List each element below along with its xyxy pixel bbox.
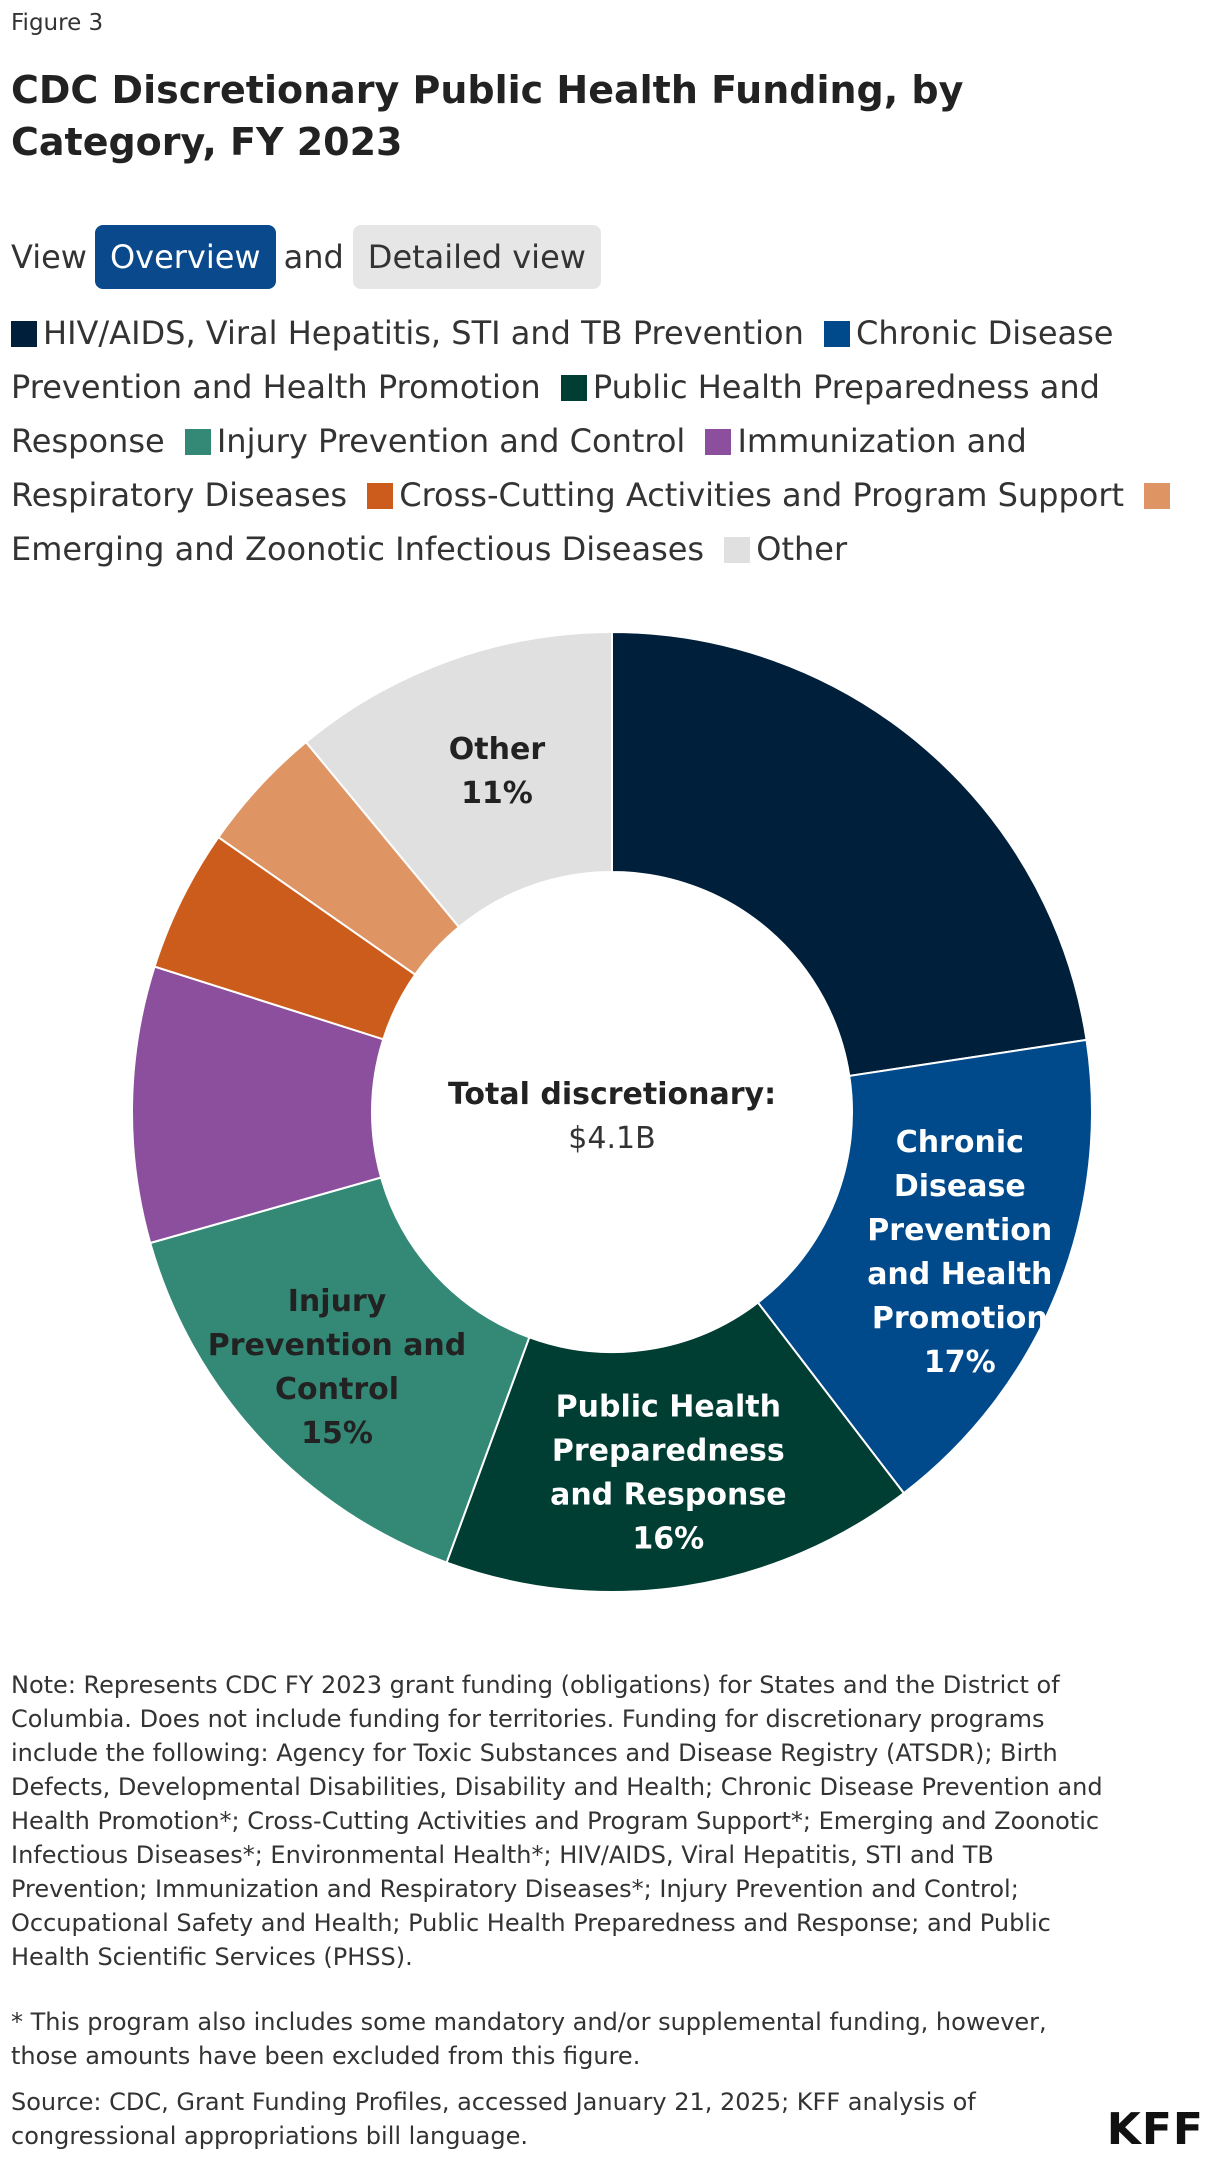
slice-label-line: Control bbox=[275, 1372, 399, 1407]
legend-label: Immunization and Respiratory Diseases bbox=[11, 422, 1027, 514]
slice-label-line: Other bbox=[449, 732, 546, 767]
slices-layer bbox=[131, 630, 1093, 1593]
legend-label: Other bbox=[756, 530, 848, 568]
legend-label: Chronic Disease Prevention and Health Pr… bbox=[11, 314, 1114, 406]
overview-tab[interactable]: Overview bbox=[94, 225, 276, 289]
legend-swatch bbox=[367, 483, 394, 509]
donut-center-value: $4.1B bbox=[568, 1121, 655, 1156]
donut-center-title: Total discretionary: bbox=[448, 1077, 776, 1112]
donut-slice[interactable] bbox=[756, 1038, 1093, 1495]
slice-label-line: Injury bbox=[288, 1284, 387, 1319]
slice-label-line: Chronic bbox=[896, 1125, 1024, 1160]
slice-label-line: Public Health bbox=[556, 1390, 781, 1425]
slice-label: Other 11% bbox=[449, 732, 546, 811]
slice-label-line: Prevention bbox=[867, 1213, 1052, 1248]
legend-item-cross-cutting: Cross-Cutting Activities and Program Sup… bbox=[367, 476, 1124, 514]
donut-slice[interactable] bbox=[148, 1176, 531, 1564]
slice-label: Public Health Preparedness and Response 16% bbox=[550, 1390, 786, 1557]
legend-item-hiv: HIV/AIDS, Viral Hepatitis, STI and TB Pr… bbox=[11, 314, 804, 352]
legend-swatch bbox=[724, 537, 751, 563]
legend: HIV/AIDS, Viral Hepatitis, STI and TB Pr… bbox=[11, 306, 1201, 576]
slice-label-line: and Health bbox=[867, 1257, 1052, 1292]
view-conjunction: and bbox=[283, 238, 344, 276]
legend-label: HIV/AIDS, Viral Hepatitis, STI and TB Pr… bbox=[43, 314, 804, 352]
donut-slice[interactable] bbox=[445, 1301, 906, 1593]
chart-source: Source: CDC, Grant Funding Profiles, acc… bbox=[11, 2088, 976, 2150]
slice-label-line: Disease bbox=[894, 1169, 1026, 1204]
legend-item-other: Other bbox=[724, 530, 847, 568]
slice-label-line: 16% bbox=[632, 1522, 704, 1557]
donut-slice[interactable] bbox=[611, 630, 1088, 1078]
view-toggle: View Overview and Detailed view bbox=[11, 224, 601, 290]
slice-label-line: 17% bbox=[924, 1345, 996, 1380]
chart-note: Note: Represents CDC FY 2023 grant fundi… bbox=[11, 1671, 1103, 1971]
legend-item-preparedness: Public Health Preparedness and Response bbox=[11, 368, 1100, 460]
legend-item-emerging: Emerging and Zoonotic Infectious Disease… bbox=[11, 476, 1176, 568]
slice-label-line: Prevention and bbox=[208, 1328, 467, 1363]
chart-title: CDC Discretionary Public Health Funding,… bbox=[11, 68, 964, 164]
chart-footnote: * This program also includes some mandat… bbox=[11, 2008, 1047, 2070]
donut-slice[interactable] bbox=[131, 965, 385, 1245]
labels-layer: Chronic Disease Prevention and Health Promot… bbox=[208, 732, 1053, 1557]
legend-item-chronic-disease: Chronic Disease Prevention and Health Pr… bbox=[11, 314, 1113, 406]
legend-swatch bbox=[11, 321, 37, 347]
slice-label-line: and Response bbox=[550, 1478, 786, 1513]
slice-label-line: 15% bbox=[301, 1416, 373, 1451]
view-prefix: View bbox=[11, 238, 87, 276]
legend-label: Cross-Cutting Activities and Program Sup… bbox=[399, 476, 1125, 514]
slice-label-line: Promotion bbox=[872, 1301, 1048, 1336]
slice-label: Injury Prevention and Control 15% bbox=[208, 1284, 467, 1451]
slice-label-line: Preparedness bbox=[552, 1434, 785, 1469]
slice-label-line: 11% bbox=[461, 776, 533, 811]
legend-swatch bbox=[560, 375, 587, 401]
legend-label: Emerging and Zoonotic Infectious Disease… bbox=[11, 530, 705, 568]
legend-swatch bbox=[184, 429, 211, 455]
donut-slice[interactable] bbox=[304, 630, 613, 929]
donut-chart: Chronic Disease Prevention and Health Promot… bbox=[131, 630, 1093, 1593]
legend-label: Public Health Preparedness and Response bbox=[11, 368, 1100, 460]
kff-logo: KFF bbox=[1106, 2104, 1204, 2155]
legend-item-injury: Injury Prevention and Control bbox=[184, 422, 686, 460]
figure-label: Figure 3 bbox=[11, 10, 104, 36]
legend-item-immunization: Immunization and Respiratory Diseases bbox=[11, 422, 1027, 514]
legend-label: Injury Prevention and Control bbox=[216, 422, 686, 460]
legend-swatch bbox=[824, 321, 851, 347]
slice-label: Chronic Disease Prevention and Health Promot… bbox=[867, 1125, 1052, 1380]
legend-swatch bbox=[1144, 483, 1171, 509]
detailed-view-tab[interactable]: Detailed view bbox=[352, 225, 601, 289]
legend-swatch bbox=[705, 429, 732, 455]
